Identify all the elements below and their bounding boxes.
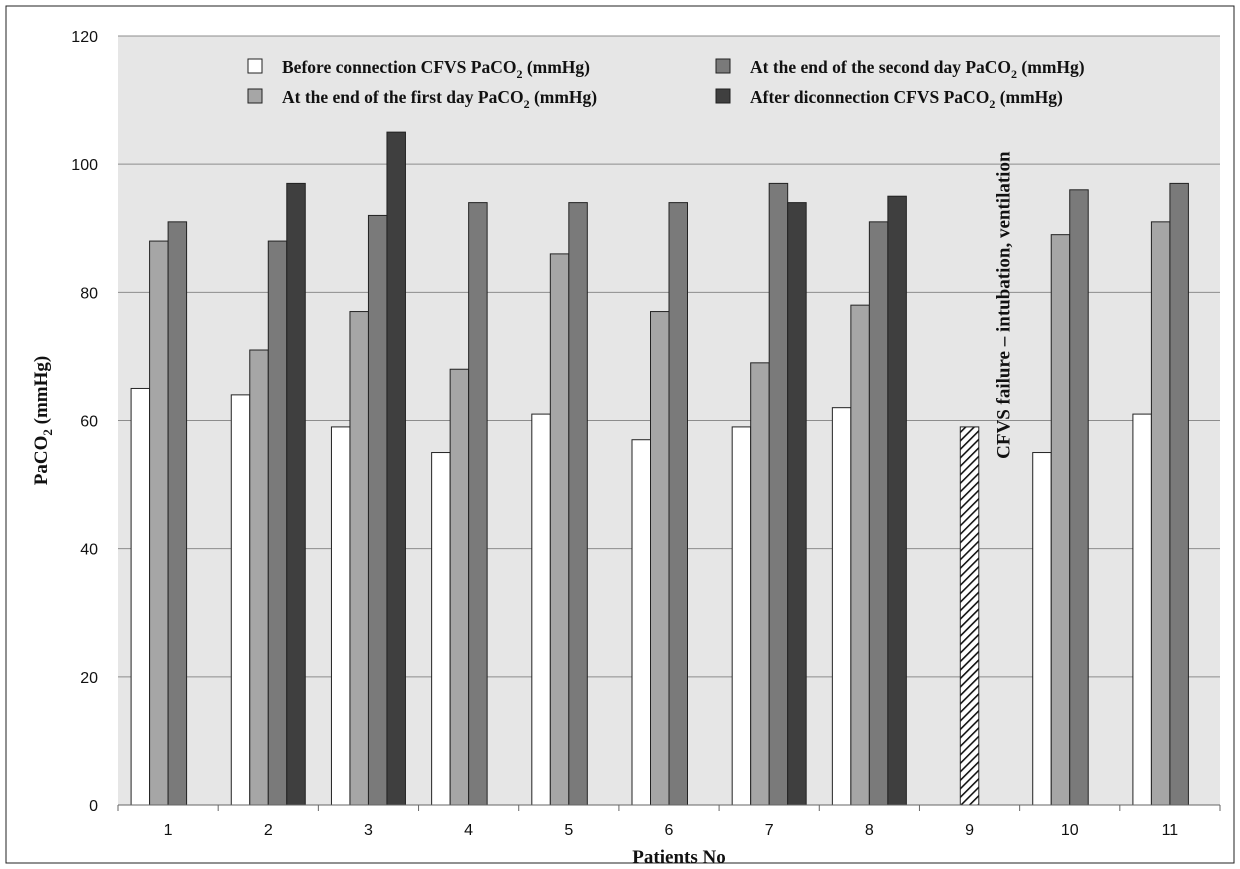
y-tick-label: 120	[71, 29, 98, 46]
bar-series3-patient-3	[367, 214, 388, 806]
x-tick-label: 8	[865, 822, 874, 839]
bar-series3-patient-11	[1169, 182, 1189, 806]
bar-series3-patient-10	[1069, 189, 1089, 806]
legend-label-series3: At the end of the second day PaCO2 (mmHg…	[750, 57, 1085, 81]
annotation-cfvs-failure: CFVS failure – intubation, ventilation	[994, 151, 1015, 459]
x-tick-label: 3	[364, 822, 373, 839]
bar-series1-patient-8	[831, 407, 852, 806]
bar-series2-patient-8	[850, 304, 870, 806]
bars	[130, 131, 1189, 806]
legend-label-series2: At the end of the first day PaCO2 (mmHg)	[282, 87, 597, 111]
legend-label-series1: Before connection CFVS PaCO2 (mmHg)	[282, 57, 590, 81]
legend-swatch-series1	[247, 58, 263, 74]
bar-series2-patient-4	[449, 368, 470, 806]
bar-series1-patient-1	[130, 387, 151, 806]
legend-label-series4: After diconnection CFVS PaCO2 (mmHg)	[750, 87, 1063, 111]
y-tick-label: 80	[80, 285, 98, 302]
y-tick-label: 20	[80, 670, 98, 687]
x-tick-label: 2	[264, 822, 273, 839]
bar-series4-patient-2	[286, 182, 306, 806]
bar-series3-patient-6	[668, 202, 688, 806]
x-tick-label: 1	[164, 822, 173, 839]
y-tick-label: 40	[80, 542, 98, 559]
legend-swatch-series2	[247, 88, 263, 104]
bar-series2-patient-6	[650, 311, 670, 806]
bar-series3-patient-8	[868, 221, 889, 806]
bar-series1-patient-7	[731, 426, 752, 806]
bar-series1-patient-3	[330, 426, 351, 806]
bar-series1-patient-10	[1032, 452, 1052, 806]
legend-swatch-series4	[715, 88, 731, 104]
x-tick-label: 4	[464, 822, 473, 839]
x-tick-label: 11	[1162, 822, 1179, 839]
y-axis-ticks: 0 20 40 60 80 100 120	[71, 29, 98, 815]
bar-series1-patient-5	[531, 413, 551, 806]
bar-series4-patient-8	[887, 195, 907, 806]
bar-series1-patient-4	[431, 452, 451, 806]
bar-series1-patient-11	[1132, 413, 1152, 806]
bar-series4-patient-3	[386, 131, 406, 806]
bar-series3-patient-1	[167, 221, 188, 806]
y-tick-label: 0	[89, 798, 98, 815]
bar-series1-patient-6	[631, 439, 651, 806]
bar-series2-patient-2	[249, 349, 269, 806]
bar-series3-patient-4	[468, 202, 488, 806]
bar-series2-patient-3	[349, 311, 369, 806]
bar-series2-patient-5	[549, 253, 570, 806]
x-tick-label: 9	[965, 822, 974, 839]
x-tick-label: 6	[665, 822, 674, 839]
bar-series3-patient-2	[267, 240, 288, 806]
x-tick-label: 10	[1061, 822, 1079, 839]
x-tick-label: 5	[564, 822, 573, 839]
bar-series4-patient-7	[787, 202, 807, 806]
y-axis-title: PaCO2 (mmHg)	[31, 356, 55, 485]
bar-series1-patient-2	[230, 394, 251, 806]
bar-series3-patient-5	[568, 202, 588, 806]
x-axis-title: Patients No	[632, 847, 725, 868]
legend: Before connection CFVS PaCO2 (mmHg) At th…	[247, 57, 1085, 111]
bar-series3-patient-7	[768, 182, 789, 806]
bar-series2-patient-7	[750, 362, 770, 806]
legend-swatch-series3	[715, 58, 731, 74]
y-tick-label: 60	[80, 414, 98, 431]
bar-series2-patient-1	[149, 240, 169, 806]
bar-hatched-patient-9	[959, 426, 980, 806]
bar-series2-patient-10	[1050, 234, 1071, 806]
y-tick-label: 100	[71, 157, 98, 174]
bar-series2-patient-11	[1150, 221, 1171, 806]
x-axis-ticks: 1 2 3 4 5 6 7 8 9 10 11	[117, 805, 1221, 839]
x-tick-label: 7	[765, 822, 774, 839]
